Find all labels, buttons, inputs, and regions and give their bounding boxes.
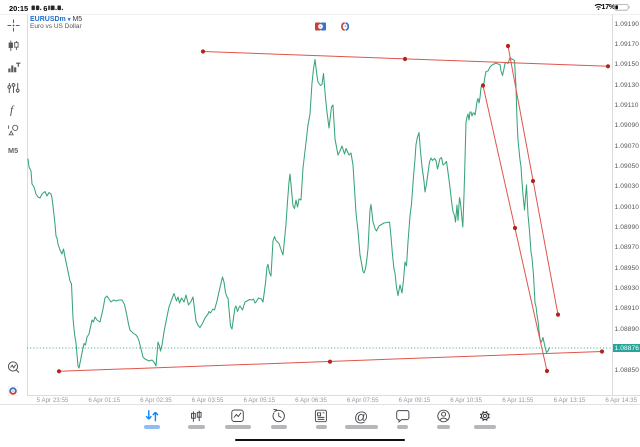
svg-text:M5: M5	[8, 146, 18, 155]
svg-text:f: f	[10, 105, 15, 117]
svg-text:@: @	[354, 409, 368, 425]
